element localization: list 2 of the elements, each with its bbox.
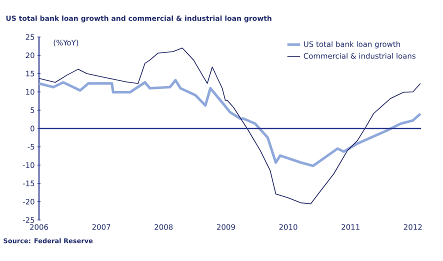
line-series [38,48,421,204]
line-series [38,78,422,168]
